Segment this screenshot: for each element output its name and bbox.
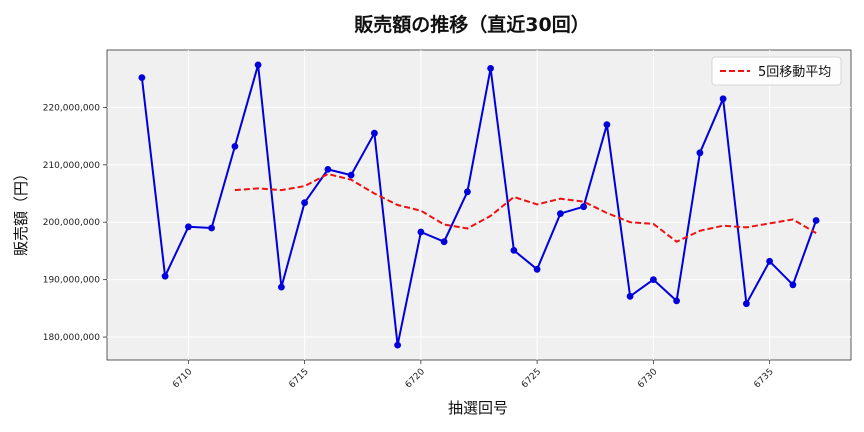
data-point-sales: [440, 238, 448, 246]
data-point-sales: [650, 276, 657, 283]
data-point-sales: [301, 199, 308, 207]
y-tick-label: 200,000,000: [43, 218, 101, 228]
data-point-sales: [580, 203, 587, 211]
data-point-sales: [743, 300, 750, 308]
data-point-sales: [371, 129, 378, 137]
series-layer: [138, 61, 820, 349]
legend-label-moving-average: 5回移動平均: [758, 65, 831, 80]
y-axis-label: 販売額（円）: [12, 166, 30, 256]
data-point-sales: [161, 272, 169, 280]
series-line-moving-average: [234, 172, 817, 243]
data-point-sales: [254, 61, 262, 69]
data-point-sales: [208, 224, 216, 232]
data-point-sales: [626, 292, 634, 300]
data-point-sales: [603, 121, 611, 128]
data-point-sales: [324, 166, 332, 173]
data-point-sales: [417, 228, 425, 236]
data-point-sales: [673, 297, 680, 305]
data-point-sales: [510, 247, 518, 254]
data-point-sales: [719, 95, 727, 103]
data-point-sales: [394, 341, 401, 349]
y-tick-label: 210,000,000: [43, 161, 101, 171]
data-point-sales: [231, 143, 239, 150]
data-point-sales: [533, 265, 541, 273]
chart-title: 販売額の推移（直近30回）: [354, 13, 589, 36]
data-point-sales: [185, 223, 192, 231]
data-point-sales: [557, 210, 564, 218]
data-point-sales: [789, 281, 797, 289]
legend-box: [711, 56, 842, 86]
data-point-sales: [766, 257, 773, 265]
x-axis-label: 抽選回号: [448, 399, 508, 417]
y-tick-label: 180,000,000: [43, 333, 101, 343]
data-point-sales: [138, 74, 146, 81]
series-line-sales: [140, 63, 818, 347]
plot-area: [106, 49, 852, 361]
data-point-sales: [347, 171, 355, 179]
y-tick-label: 220,000,000: [43, 103, 101, 113]
data-point-sales: [278, 283, 285, 291]
y-tick-label: 190,000,000: [43, 276, 101, 286]
data-point-sales: [696, 149, 704, 157]
legend: 5回移動平均: [711, 56, 842, 86]
data-point-sales: [487, 65, 494, 72]
data-point-sales: [464, 188, 471, 196]
grid: [107, 50, 851, 360]
data-point-sales: [812, 217, 820, 224]
